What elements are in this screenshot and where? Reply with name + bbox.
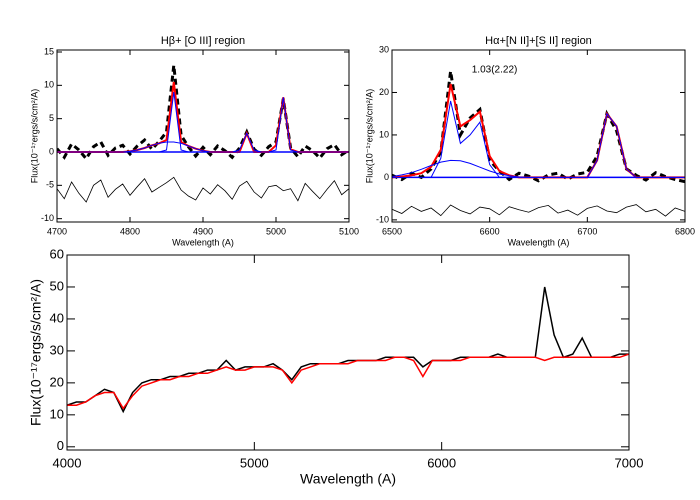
x-tick-label: 5000 [266,226,286,236]
x-axis-label: Wavelength (A) [300,471,396,487]
y-tick-label: 50 [50,278,64,293]
x-tick-label: 5000 [240,455,269,470]
spectrum-line [67,353,629,410]
axes-frame [66,254,630,451]
y-tick-label: 0 [49,146,54,156]
y-tick-label: -5 [46,180,54,190]
axes-frame [391,49,686,223]
x-tick-label: 6600 [480,226,500,236]
y-axis-label: Flux(10⁻¹⁷ergs/s/cm²/A) [28,279,44,426]
panel-title: Hα+[N II]+[S II] region [485,35,592,47]
x-tick-label: 4800 [120,226,140,236]
y-tick-label: 10 [44,80,54,90]
panel-title: Hβ+ [O III] region [161,35,245,47]
x-tick-label: 5100 [339,226,359,236]
x-tick-label: 7000 [615,455,644,470]
y-tick-label: 40 [50,310,64,325]
axes-frame [56,49,350,223]
x-tick-label: 6500 [382,226,402,236]
x-tick-label: 6800 [675,226,695,236]
spectrum-line [67,286,629,414]
y-tick-label: 20 [379,87,389,97]
y-tick-label: 0 [384,172,389,182]
x-axis-label: Wavelength (A) [508,237,570,247]
spectrum-line [392,100,685,178]
spectrum-line [57,65,349,162]
spectrum-line [392,70,685,184]
x-tick-label: 6700 [577,226,597,236]
panel: 4700 4800 4900 5000 5100 -10 -5 0 5 10 15 Hβ+ [O II… [29,35,359,247]
spectrum-line [57,91,349,153]
x-tick-label: 6000 [427,455,456,470]
y-tick-label: 20 [50,374,64,389]
y-axis-label: Flux(10⁻¹⁷ergs/s/cm²/A) [29,89,39,184]
y-tick-label: -10 [41,213,54,223]
spectrum-line [392,204,685,217]
y-tick-label: -10 [376,214,389,224]
x-tick-label: 4900 [193,226,213,236]
y-tick-label: 30 [379,44,389,54]
y-axis-label: Flux(10⁻¹⁷ergs/s/cm²/A) [364,89,374,184]
y-tick-label: 10 [379,129,389,139]
panel: 4000 5000 6000 7000 0 10 20 30 40 50 60 Wavelength … [28,246,644,486]
annotation: 1.03(2.22) [472,65,518,76]
x-tick-label: 4700 [47,226,67,236]
y-tick-label: 60 [50,246,64,261]
x-tick-label: 4000 [53,455,82,470]
y-tick-label: 30 [50,342,64,357]
panel: 6500 6600 6700 6800 -10 0 10 20 30 Hα+[N II]+[S I… [364,35,695,247]
x-axis-label: Wavelength (A) [172,237,234,247]
y-tick-label: 15 [44,46,54,56]
y-tick-label: 5 [49,113,54,123]
y-tick-label: 10 [50,406,64,421]
spectrum-line [57,81,349,153]
spectrum-line [57,176,349,203]
y-tick-label: 0 [57,438,64,453]
